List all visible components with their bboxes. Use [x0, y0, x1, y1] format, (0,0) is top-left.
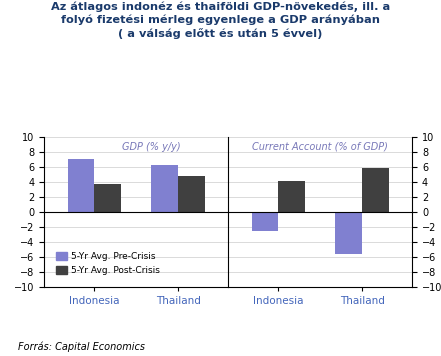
Text: Forrás: Capital Economics: Forrás: Capital Economics — [18, 342, 145, 352]
Bar — [335, 212, 362, 255]
Legend: 5-Yr Avg. Pre-Crisis, 5-Yr Avg. Post-Crisis: 5-Yr Avg. Pre-Crisis, 5-Yr Avg. Post-Cri… — [52, 248, 164, 279]
Bar — [178, 176, 205, 212]
Text: GDP (% y/y): GDP (% y/y) — [122, 142, 180, 152]
Text: Az átlagos indonéz és thaiföldi GDP-növekedés, ill. a: Az átlagos indonéz és thaiföldi GDP-növe… — [51, 2, 390, 12]
Bar — [252, 212, 278, 231]
Text: folyó fizetési mérleg egyenlege a GDP arányában: folyó fizetési mérleg egyenlege a GDP ar… — [61, 15, 380, 25]
Text: Current Account (% of GDP): Current Account (% of GDP) — [252, 142, 388, 152]
Bar — [362, 168, 389, 212]
Bar — [151, 166, 178, 212]
Bar — [67, 159, 94, 212]
Text: ( a válság előtt és után 5 évvel): ( a válság előtt és után 5 évvel) — [118, 28, 323, 39]
Bar — [94, 184, 121, 212]
Bar — [278, 181, 305, 212]
